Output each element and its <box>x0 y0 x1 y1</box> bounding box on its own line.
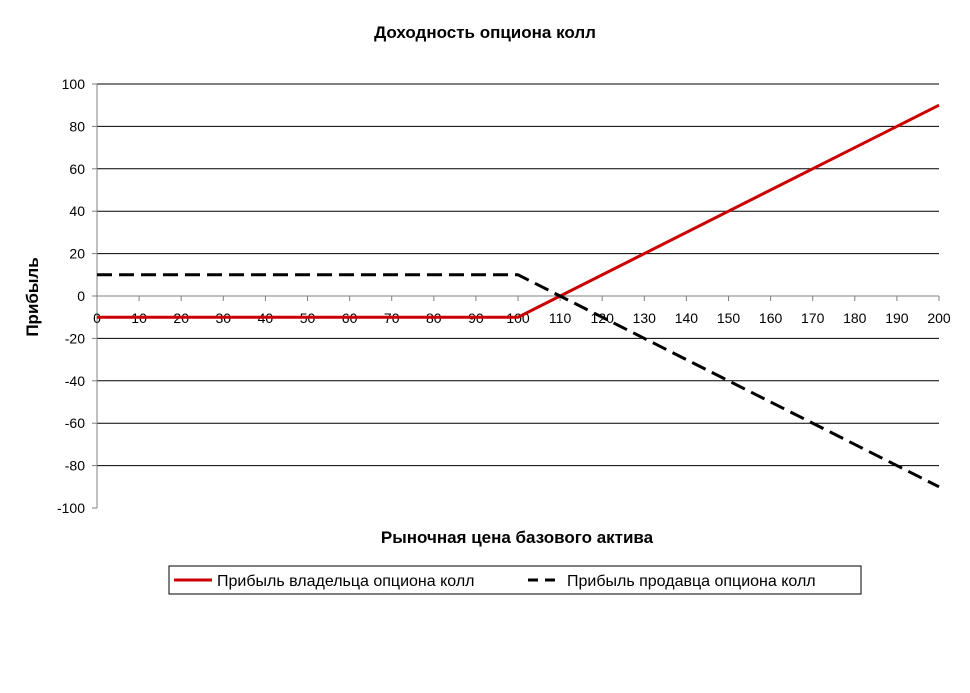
y-tick-label: -20 <box>65 330 85 346</box>
x-tick-label: 200 <box>927 310 951 326</box>
y-tick-label: -40 <box>65 373 85 389</box>
series-line-owner <box>97 103 940 319</box>
y-tick-label: 60 <box>69 161 85 177</box>
x-tick-label: 150 <box>717 310 741 326</box>
axes <box>92 83 940 509</box>
y-tick-label: 80 <box>69 118 85 134</box>
x-tick-label: 130 <box>633 310 657 326</box>
y-tick-label: -60 <box>65 415 85 431</box>
legend: Прибыль владельца опциона колл Прибыль п… <box>168 565 862 595</box>
x-axis-title: Рыночная цена базового актива <box>381 528 654 547</box>
y-tick-label: 100 <box>62 76 86 92</box>
y-tick-label: -100 <box>57 500 85 516</box>
y-tick-label: 20 <box>69 246 85 262</box>
x-tick-label: 170 <box>801 310 825 326</box>
y-tick-label: -80 <box>65 458 85 474</box>
chart-title: Доходность опциона колл <box>374 23 596 42</box>
series-lines <box>97 103 940 489</box>
legend-label-owner: Прибыль владельца опциона колл <box>217 573 475 590</box>
x-tick-label: 110 <box>549 310 572 326</box>
y-tick-labels: 100 80 60 40 20 0 -20 -40 -60 -80 -100 <box>57 76 85 516</box>
y-axis-title: Прибыль <box>23 257 42 336</box>
series-line-seller <box>97 273 940 489</box>
y-tick-label: 40 <box>69 203 85 219</box>
legend-label-seller: Прибыль продавца опциона колл <box>567 573 816 590</box>
grid-lines <box>97 83 939 467</box>
legend-box <box>168 565 862 595</box>
x-tick-label: 160 <box>759 310 783 326</box>
x-tick-label: 180 <box>843 310 867 326</box>
x-tick-label: 190 <box>885 310 909 326</box>
y-tick-label: 0 <box>77 288 85 304</box>
x-tick-label: 140 <box>675 310 699 326</box>
